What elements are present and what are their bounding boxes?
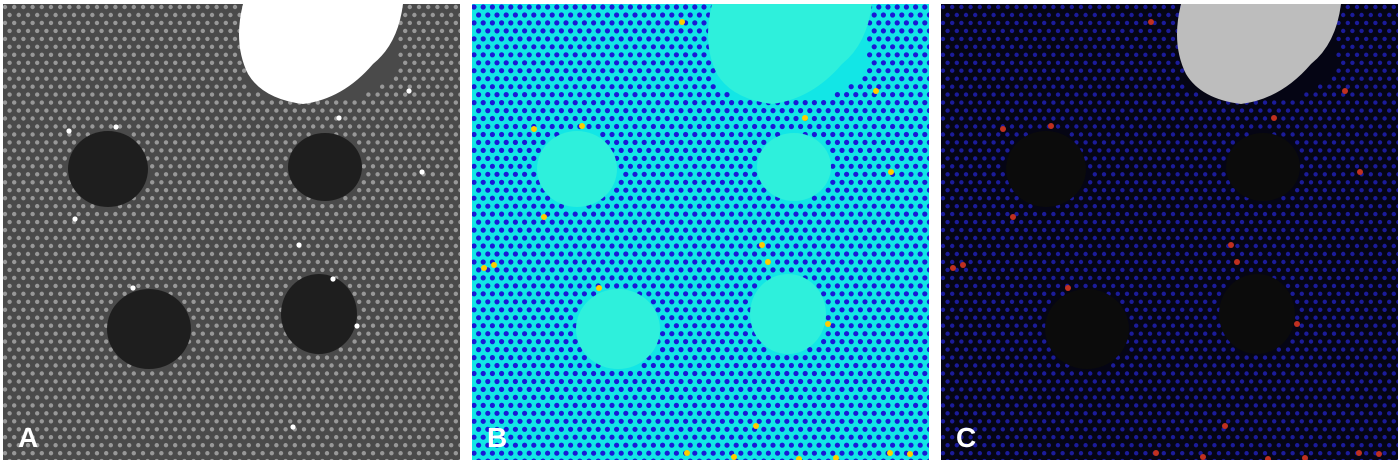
defect-site-7 [541, 214, 547, 220]
defect-site-15 [684, 450, 690, 456]
bright-region [239, 4, 403, 104]
panel-b-color-map: B [472, 4, 929, 460]
bright-speck-2 [113, 124, 119, 130]
defect-site-11 [960, 262, 966, 268]
panel-a-grayscale-micrograph: A [3, 4, 460, 460]
defect-site-16 [731, 454, 737, 460]
defect-site-4 [1342, 88, 1348, 94]
micrograph-a-image [3, 4, 460, 460]
void-region-3 [107, 289, 191, 369]
defect-site-5 [1271, 115, 1277, 121]
defect-site-12 [1065, 285, 1071, 291]
bright-speck-3 [406, 88, 412, 94]
defect-site-1 [1148, 19, 1154, 25]
defect-site-3 [1048, 123, 1054, 129]
void-region-3 [1045, 289, 1129, 369]
defect-site-14 [753, 423, 759, 429]
defect-site-12 [596, 285, 602, 291]
bright-speck-1 [66, 128, 72, 134]
defect-site-10 [950, 265, 956, 271]
lattice-dots [3, 4, 460, 460]
defect-site-1 [679, 19, 685, 25]
defect-site-20 [907, 451, 913, 457]
defect-site-11 [491, 262, 497, 268]
void-region-2 [1226, 133, 1300, 201]
bright-speck-7 [296, 242, 302, 248]
defect-site-18 [1302, 455, 1308, 460]
lattice-dots [941, 4, 1398, 460]
defect-site-10 [481, 265, 487, 271]
panel-label-b: B [487, 422, 508, 453]
defect-site-5 [802, 115, 808, 121]
defect-site-8 [759, 242, 765, 248]
void-region-3 [576, 289, 660, 369]
defect-site-9 [1234, 259, 1240, 265]
bright-speck-8 [330, 276, 336, 282]
bright-region [1177, 4, 1341, 104]
defect-site-7 [1010, 214, 1016, 220]
panel-label-a: A [18, 422, 39, 453]
defect-site-14 [1222, 423, 1228, 429]
defect-site-17 [1265, 456, 1271, 460]
defect-site-19 [1356, 450, 1362, 456]
defect-site-6 [1357, 169, 1363, 175]
overlay-c-image [941, 4, 1398, 460]
colormap-b-image [472, 4, 929, 460]
bright-speck-6 [72, 216, 78, 222]
void-region-4 [750, 274, 826, 354]
bright-speck-4 [336, 115, 342, 121]
bright-speck-5 [419, 169, 425, 175]
defect-site-13 [825, 321, 831, 327]
bright-speck-9 [130, 285, 136, 291]
bright-speck-11 [290, 424, 296, 430]
defect-site-15 [1153, 450, 1159, 456]
defect-site-13 [1294, 321, 1300, 327]
void-region-1 [1006, 131, 1086, 207]
void-region-2 [288, 133, 362, 201]
defect-site-3 [579, 123, 585, 129]
void-region-1 [537, 131, 617, 207]
defect-site-6 [888, 169, 894, 175]
defect-site-8 [1228, 242, 1234, 248]
defect-site-4 [873, 88, 879, 94]
defect-site-16 [1200, 454, 1206, 460]
lattice-dots [472, 4, 929, 460]
defect-site-19 [887, 450, 893, 456]
bright-region [708, 4, 872, 104]
defect-site-20 [1376, 451, 1382, 457]
defect-site-2 [531, 126, 537, 132]
void-region-4 [281, 274, 357, 354]
void-region-1 [68, 131, 148, 207]
void-region-2 [757, 133, 831, 201]
panel-label-c: C [956, 422, 977, 453]
bright-speck-10 [354, 323, 360, 329]
defect-site-17 [796, 456, 802, 460]
panel-c-overlay: C [941, 4, 1398, 460]
defect-site-18 [833, 455, 839, 460]
void-region-4 [1219, 274, 1295, 354]
defect-site-2 [1000, 126, 1006, 132]
defect-site-9 [765, 259, 771, 265]
